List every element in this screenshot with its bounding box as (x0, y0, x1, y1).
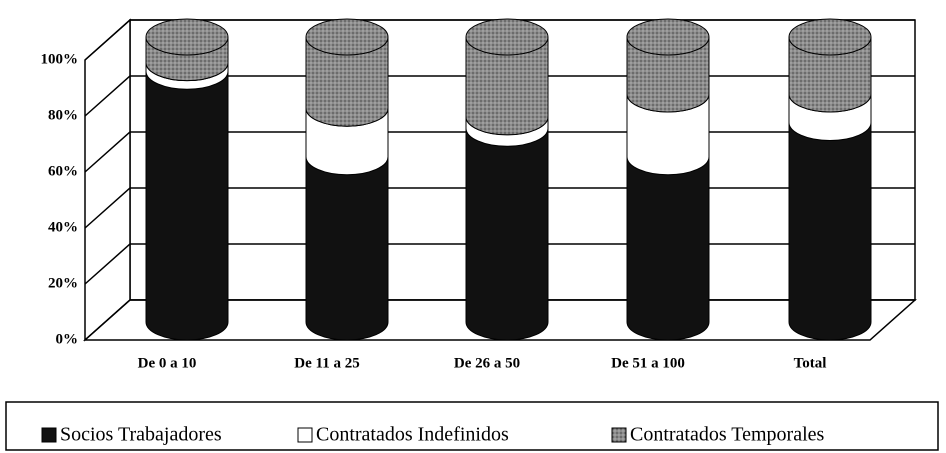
x-tick-label: De 11 a 25 (294, 355, 359, 371)
y-tick-label: 40% (48, 219, 78, 235)
cylinder-segment (145, 71, 229, 341)
cylinder-cap (788, 18, 872, 56)
legend-swatch (297, 427, 313, 443)
y-tick-label: 100% (41, 51, 79, 67)
cylinder-segment (305, 156, 389, 341)
cylinder-cap (465, 18, 549, 56)
y-tick-label: 0% (56, 331, 79, 347)
legend-swatch (41, 427, 57, 443)
x-tick-label: De 26 a 50 (454, 355, 520, 371)
y-tick-label: 60% (48, 163, 78, 179)
x-tick-label: De 0 a 10 (138, 355, 197, 371)
cylinder-cap (145, 18, 229, 56)
cylinder-cap (305, 18, 389, 56)
cylinder-segment (788, 122, 872, 341)
legend-label: Contratados Indefinidos (316, 424, 509, 446)
legend-label: Contratados Temporales (630, 424, 825, 446)
x-tick-label: Total (794, 355, 827, 371)
y-tick-label: 20% (48, 275, 78, 291)
legend-swatch (611, 427, 627, 443)
legend-label: Socios Trabajadores (60, 424, 222, 446)
y-tick-label: 80% (48, 107, 78, 123)
left-wall (84, 18, 131, 342)
x-tick-label: De 51 a 100 (611, 355, 685, 371)
cylinder-cap (626, 18, 710, 56)
legend-box (5, 401, 939, 451)
cylinder-segment (626, 156, 710, 341)
cylinder-segment (465, 128, 549, 341)
